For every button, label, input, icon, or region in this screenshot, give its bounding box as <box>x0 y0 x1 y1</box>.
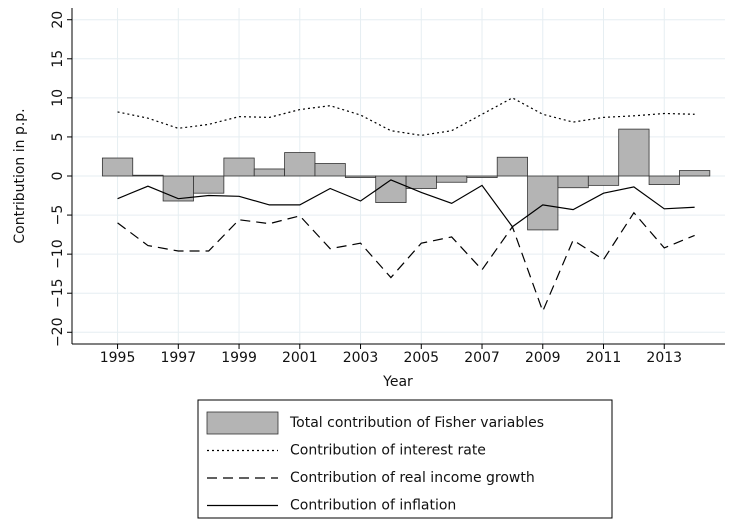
line <box>117 179 695 228</box>
bar <box>344 175 377 178</box>
x-tick-label: 1995 <box>100 350 136 366</box>
bar <box>132 174 164 177</box>
legend-label: Total contribution of Fisher variables <box>289 415 544 431</box>
legend-label: Contribution of inflation <box>290 498 456 514</box>
legend-label: Contribution of interest rate <box>290 443 486 459</box>
line <box>117 211 695 313</box>
bar <box>405 175 437 189</box>
x-tick-label: 2005 <box>403 350 439 366</box>
bar <box>557 175 589 189</box>
bar <box>314 163 346 177</box>
bar <box>162 175 194 202</box>
x-tick-label: 2011 <box>586 350 622 366</box>
bar <box>193 175 225 194</box>
x-tick-label: 1997 <box>160 350 196 366</box>
x-axis-label: Year <box>382 374 413 390</box>
bar <box>527 175 559 231</box>
y-tick-label: 0 <box>50 172 66 181</box>
bar <box>253 168 286 177</box>
y-tick-label: −5 <box>50 205 66 226</box>
x-tick-label: 1999 <box>221 350 257 366</box>
bar <box>466 175 498 178</box>
legend-label: Contribution of real income growth <box>290 470 535 486</box>
x-tick-label: 2009 <box>525 350 561 366</box>
bar <box>284 152 316 177</box>
y-tick-label: −10 <box>50 239 66 269</box>
bar <box>648 175 680 185</box>
y-tick-label: 10 <box>50 89 66 107</box>
y-tick-label: 15 <box>50 50 66 68</box>
bar <box>496 156 528 177</box>
bar <box>587 175 620 186</box>
bar <box>101 157 134 177</box>
y-tick-label: −20 <box>50 318 66 348</box>
y-tick-label: 20 <box>50 11 66 29</box>
y-axis-label: Contribution in p.p. <box>12 108 28 243</box>
bar <box>223 157 255 177</box>
bar <box>679 170 711 177</box>
y-tick-label: −15 <box>50 278 66 308</box>
x-tick-label: 2013 <box>646 350 682 366</box>
bar <box>618 128 650 177</box>
y-tick-label: 5 <box>50 132 66 141</box>
legend-swatch <box>206 411 279 435</box>
line <box>117 97 695 136</box>
bar <box>436 175 468 183</box>
x-tick-label: 2001 <box>282 350 318 366</box>
x-tick-label: 2003 <box>343 350 379 366</box>
x-tick-label: 2007 <box>464 350 500 366</box>
